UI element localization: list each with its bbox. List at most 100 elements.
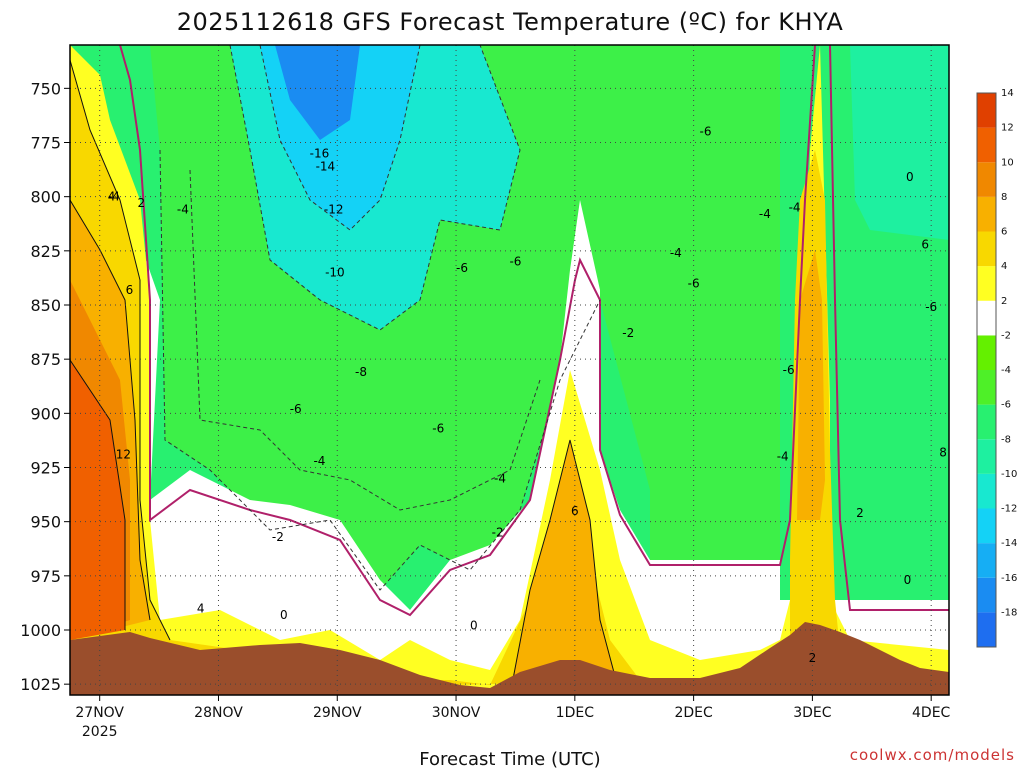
contour-label: 0 bbox=[470, 619, 478, 633]
contour-label: -10 bbox=[325, 266, 345, 280]
contour-label: -4 bbox=[108, 190, 120, 204]
contour-label: -4 bbox=[759, 207, 771, 221]
x-tick-label: 1DEC bbox=[556, 705, 595, 721]
x-tick-label: 3DEC bbox=[793, 705, 832, 721]
grid bbox=[70, 45, 949, 695]
x-axis: 27NOV 28NOV 29NOV 30NOV 1DEC 2DEC 3DEC 4DEC bbox=[75, 695, 951, 721]
colorbar-swatch bbox=[977, 577, 996, 613]
contour-label: -4 bbox=[670, 246, 682, 260]
contour-label: -6 bbox=[688, 276, 700, 290]
terrain-surface bbox=[70, 622, 949, 695]
contour-label: -6 bbox=[700, 125, 712, 139]
colorbar-swatch bbox=[977, 162, 996, 197]
y-tick-label: 975 bbox=[30, 567, 61, 586]
contour-label: -6 bbox=[509, 255, 521, 269]
x-tick-label: 27NOV bbox=[75, 705, 124, 721]
colorbar-label: -18 bbox=[1001, 607, 1017, 618]
y-tick-label: 1000 bbox=[20, 621, 61, 640]
colorbar-label: -16 bbox=[1001, 573, 1017, 584]
y-tick-label: 775 bbox=[30, 134, 61, 153]
field-band-minus16 bbox=[275, 45, 360, 140]
colorbar-label: 10 bbox=[1001, 157, 1014, 168]
colorbar-label: 6 bbox=[1001, 227, 1007, 238]
contour-label: 12 bbox=[116, 448, 131, 462]
x-tick-label: 2DEC bbox=[674, 705, 713, 721]
contour-label: -6 bbox=[432, 422, 444, 436]
contour-label: -6 bbox=[925, 300, 937, 314]
colorbar-label: 4 bbox=[1001, 261, 1007, 272]
colorbar-swatch bbox=[977, 335, 996, 370]
colorbar-swatch bbox=[977, 404, 996, 440]
y-tick-label: 825 bbox=[30, 242, 61, 261]
contour-label: 8 bbox=[939, 445, 947, 459]
colorbar-swatch bbox=[977, 266, 996, 301]
colorbar-swatch bbox=[977, 612, 996, 647]
contour-minus10 bbox=[229, 45, 521, 331]
contour-label: 0 bbox=[280, 608, 288, 622]
colorbar-label: -12 bbox=[1001, 504, 1017, 515]
contour-label: 4 bbox=[108, 190, 116, 204]
contour-dec1 bbox=[509, 439, 621, 695]
contour-label: 0 bbox=[904, 573, 912, 587]
colorbar-label: -4 bbox=[1001, 365, 1011, 376]
contour-zero bbox=[119, 45, 816, 617]
x-tick-year: 2025 bbox=[82, 724, 118, 740]
contour-label: 2 bbox=[137, 196, 145, 210]
x-tick-label: 29NOV bbox=[313, 705, 362, 721]
y-tick-label: 950 bbox=[30, 513, 61, 532]
contour-plus10 bbox=[70, 359, 126, 630]
contour-labels: -16-14 -12 -10 -8 -6 -6 -6 -6 -4 -4 -4 -4 -2 -2 -2 0 0 0 0… bbox=[108, 125, 947, 666]
y-tick-label: 875 bbox=[30, 350, 61, 369]
contour-label: 2 bbox=[809, 651, 817, 665]
contour-label: -4 bbox=[789, 201, 801, 215]
colorbar-frame bbox=[976, 92, 997, 648]
colorbar-label: 12 bbox=[1001, 123, 1014, 134]
colorbar-swatch bbox=[977, 473, 996, 509]
contour-label: -14 bbox=[316, 159, 336, 173]
x-tick-label: 28NOV bbox=[194, 705, 243, 721]
y-tick-label: 1025 bbox=[20, 675, 61, 694]
colorbar-swatch bbox=[977, 300, 996, 336]
contour-label: -2 bbox=[492, 526, 504, 540]
chart-title: 2025112618 GFS Forecast Temperature (ºC)… bbox=[177, 8, 844, 36]
x-tick-label: 30NOV bbox=[432, 705, 481, 721]
y-axis: 750 775 800 825 850 875 900 925 950 975 1000 1025 bbox=[20, 79, 70, 694]
x-tick-label: 4DEC bbox=[912, 705, 951, 721]
contour-label: 6 bbox=[126, 283, 134, 297]
contour-label: 6 bbox=[571, 504, 579, 518]
plot-frame bbox=[69, 44, 950, 696]
contour-plus6 bbox=[70, 199, 151, 621]
contour-label: -8 bbox=[355, 365, 367, 379]
contour-label: -2 bbox=[622, 326, 634, 340]
colorbar-swatch bbox=[977, 370, 996, 405]
temperature-field: -16-14 -12 -10 -8 -6 -6 -6 -6 -4 -4 -4 -4 -2 -2 -2 0 0 0 0… bbox=[70, 45, 949, 695]
contour-label: -6 bbox=[456, 261, 468, 275]
colorbar-label: -2 bbox=[1001, 330, 1011, 341]
y-tick-label: 750 bbox=[30, 79, 61, 98]
contour-label: -6 bbox=[783, 363, 795, 377]
colorbar-swatch bbox=[977, 543, 996, 578]
contour-label: 2 bbox=[856, 506, 864, 520]
field-band-zero bbox=[70, 45, 949, 695]
y-tick-label: 900 bbox=[30, 404, 61, 423]
contour-label: 0 bbox=[906, 170, 914, 184]
colorbar-label: -10 bbox=[1001, 469, 1017, 480]
field-band-minus8-right bbox=[850, 45, 949, 240]
contour-label: 6 bbox=[921, 237, 929, 251]
contour-label: -4 bbox=[177, 203, 189, 217]
y-tick-label: 850 bbox=[30, 296, 61, 315]
contour-label: -12 bbox=[324, 203, 344, 217]
field-spike-core bbox=[797, 250, 825, 520]
contour-plus4 bbox=[70, 59, 171, 641]
contour-label: -4 bbox=[777, 450, 789, 464]
credit-text: coolwx.com/models bbox=[850, 746, 1015, 764]
colorbar-swatch bbox=[977, 196, 996, 232]
contour-label: -6 bbox=[290, 402, 302, 416]
colorbar-swatch bbox=[977, 231, 996, 267]
colorbar-label: -14 bbox=[1001, 538, 1017, 549]
field-tongue-dec1 bbox=[510, 440, 620, 695]
colorbar-label: 8 bbox=[1001, 192, 1007, 203]
contour-label: -4 bbox=[313, 454, 325, 468]
colorbar-label: -6 bbox=[1001, 400, 1011, 411]
